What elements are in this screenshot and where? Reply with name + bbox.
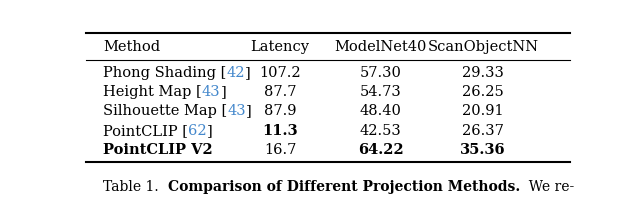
Text: Method: Method <box>103 40 161 54</box>
Text: 43: 43 <box>227 104 246 118</box>
Text: 62: 62 <box>188 124 207 138</box>
Text: 11.3: 11.3 <box>262 124 298 138</box>
Text: 43: 43 <box>202 85 221 99</box>
Text: 64.22: 64.22 <box>358 143 404 157</box>
Text: ]: ] <box>245 66 251 80</box>
Text: 26.37: 26.37 <box>462 124 504 138</box>
Text: ScanObjectNN: ScanObjectNN <box>428 40 539 54</box>
Text: 35.36: 35.36 <box>460 143 506 157</box>
Text: 57.30: 57.30 <box>360 66 402 80</box>
Text: 48.40: 48.40 <box>360 104 402 118</box>
Text: Silhouette Map [: Silhouette Map [ <box>103 104 227 118</box>
Text: 42: 42 <box>227 66 245 80</box>
Text: 87.7: 87.7 <box>264 85 296 99</box>
Text: 42.53: 42.53 <box>360 124 401 138</box>
Text: Phong Shading [: Phong Shading [ <box>103 66 227 80</box>
Text: ]: ] <box>207 124 212 138</box>
Text: 16.7: 16.7 <box>264 143 296 157</box>
Text: ]: ] <box>246 104 252 118</box>
Text: 54.73: 54.73 <box>360 85 401 99</box>
Text: 26.25: 26.25 <box>462 85 504 99</box>
Text: Table 1.: Table 1. <box>103 180 168 194</box>
Text: 87.9: 87.9 <box>264 104 296 118</box>
Text: 20.91: 20.91 <box>462 104 504 118</box>
Text: We re-: We re- <box>520 180 574 194</box>
Text: Table 1.: Table 1. <box>103 180 168 194</box>
Text: 29.33: 29.33 <box>462 66 504 80</box>
Text: Comparison of Different Projection Methods.: Comparison of Different Projection Metho… <box>168 180 520 194</box>
Text: Latency: Latency <box>250 40 310 54</box>
Text: ModelNet40: ModelNet40 <box>335 40 427 54</box>
Text: 107.2: 107.2 <box>259 66 301 80</box>
Text: Comparison of Different Projection Methods.: Comparison of Different Projection Metho… <box>168 180 520 194</box>
Text: Height Map [: Height Map [ <box>103 85 202 99</box>
Text: ]: ] <box>221 85 227 99</box>
Text: PointCLIP V2: PointCLIP V2 <box>103 143 213 157</box>
Text: PointCLIP [: PointCLIP [ <box>103 124 188 138</box>
